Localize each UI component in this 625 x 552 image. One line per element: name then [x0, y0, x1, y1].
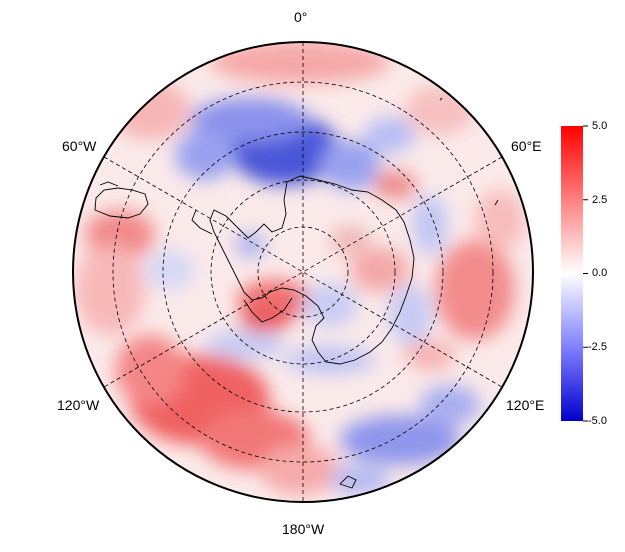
colorbar	[561, 126, 583, 421]
anomaly-field	[73, 42, 533, 502]
longitude-label-180w: 180°W	[282, 521, 325, 537]
graticule	[103, 42, 503, 502]
colorbar-tick-label: -2.5	[588, 341, 607, 353]
longitude-label-120w: 120°W	[57, 397, 100, 413]
latitude-circle	[112, 81, 494, 463]
longitude-label-0: 0°	[294, 9, 308, 25]
longitude-label-60w: 60°W	[62, 138, 97, 154]
colorbar-tick-label: 2.5	[592, 194, 608, 206]
longitude-label-120e: 120°E	[506, 397, 545, 413]
coastline	[94, 97, 499, 489]
colorbar-ticks	[583, 125, 588, 422]
latitude-circle	[210, 179, 396, 365]
colorbar-tick-label: 0.0	[592, 267, 608, 279]
latitude-circle	[162, 131, 444, 413]
colorbar-tick-label: -5.0	[588, 415, 607, 427]
longitude-label-60e: 60°E	[511, 138, 542, 154]
map-boundary	[72, 41, 534, 503]
colorbar-tick-label: 5.0	[592, 120, 608, 132]
